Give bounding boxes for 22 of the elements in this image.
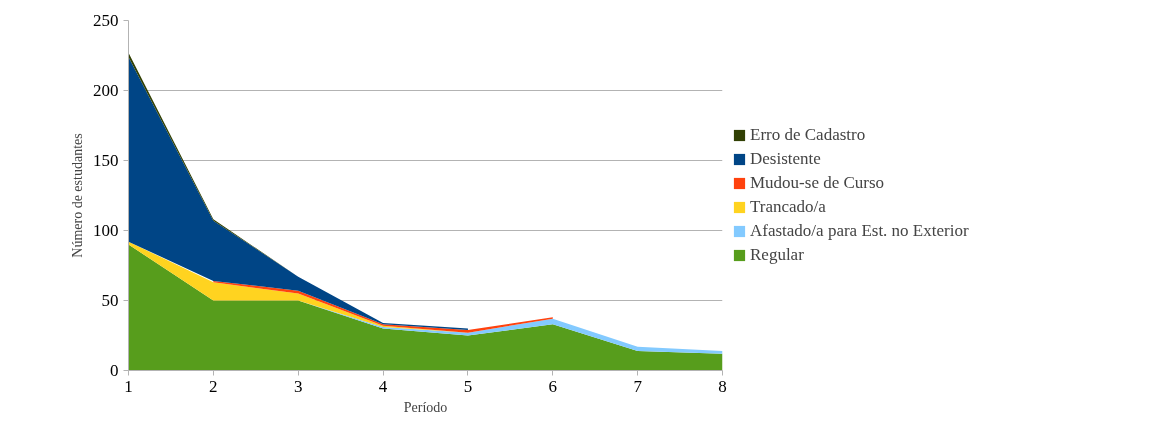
legend-label: Trancado/a [750, 197, 826, 217]
x-tick-label: 5 [463, 376, 473, 396]
legend-label: Desistente [750, 149, 821, 169]
x-axis-title: Período [403, 399, 448, 415]
y-tick-label: 50 [101, 291, 119, 310]
x-tick-label: 6 [548, 376, 558, 396]
legend-label: Afastado/a para Est. no Exterior [750, 221, 969, 241]
x-tick-label: 1 [124, 376, 133, 396]
x-tick-label: 7 [633, 376, 643, 396]
y-tick-label: 100 [93, 221, 119, 240]
legend-label: Erro de Cadastro [750, 125, 866, 145]
legend-label: Mudou-se de Curso [750, 173, 885, 193]
legend-label: Regular [750, 245, 804, 265]
y-tick-label: 250 [93, 11, 119, 30]
y-tick-label: 200 [93, 81, 119, 100]
y-tick-label: 0 [110, 361, 119, 380]
x-tick-label: 8 [718, 376, 727, 396]
x-tick-label: 2 [209, 376, 218, 396]
x-tick-label: 3 [293, 376, 303, 396]
y-axis-title: Número de estudantes [70, 133, 85, 258]
y-tick-label: 150 [93, 151, 119, 170]
x-tick-label: 4 [378, 376, 388, 396]
